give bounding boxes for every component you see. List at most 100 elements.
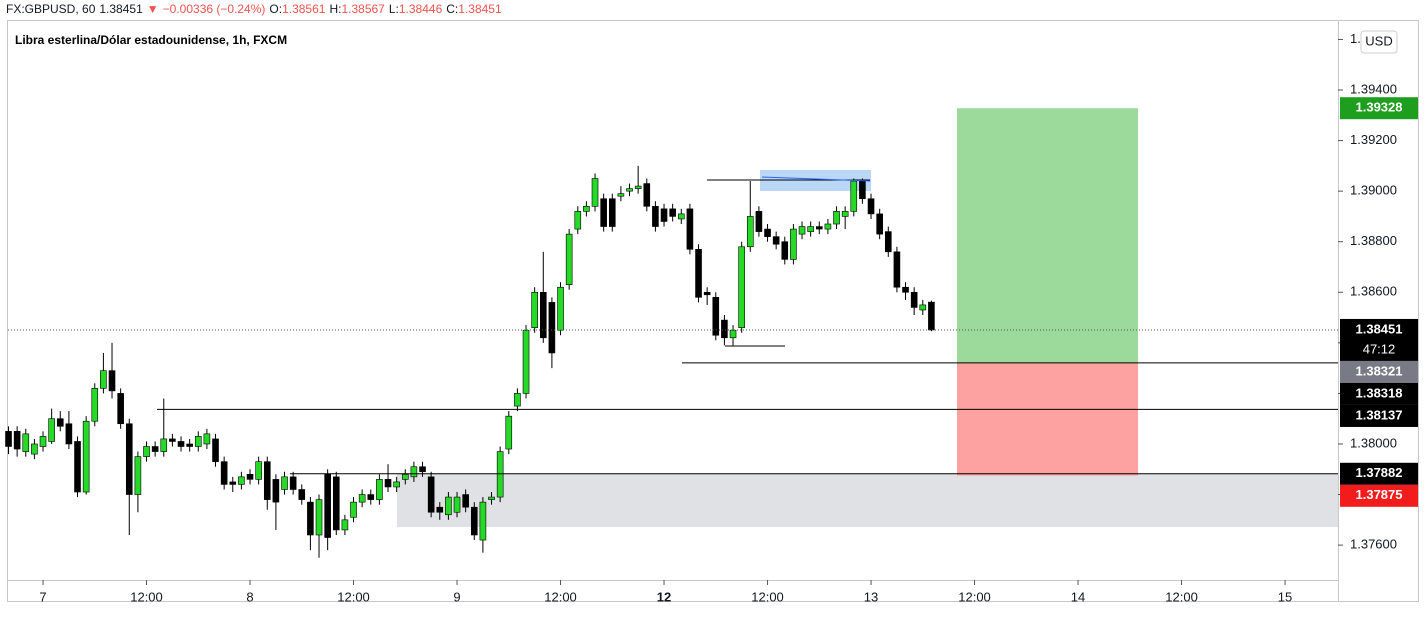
candle-body [169,438,176,442]
candle-body [91,388,99,422]
x-tick-label: 12:00 [337,589,370,604]
candle-body [703,291,711,296]
candle-body [341,519,349,531]
price-label-bg [1340,484,1418,507]
candle-body [755,211,763,232]
candle-body [393,481,400,488]
candles [5,165,935,558]
candle-body [151,446,159,452]
candle-body [194,436,202,447]
candle-body [82,420,90,493]
candle-body [652,206,659,227]
candle-body [841,211,849,217]
candle-body [220,461,228,485]
candle-body [531,291,538,328]
frame [7,20,1419,602]
chart-title: Libra esterlina/Dólar estadounidense, 1h… [15,33,287,47]
candle-body [125,423,133,495]
price-label: 1.39328 [1356,100,1403,115]
candle-body [764,228,771,237]
candle-body [31,443,38,455]
candle-body [263,461,271,500]
candle-body [600,198,607,227]
candle-body [660,208,668,222]
candle-body [470,506,478,536]
candle-body [255,461,262,480]
y-tick-label: 1.37600 [1350,537,1397,552]
price-label: 1.38321 [1356,363,1403,378]
candle-body [859,180,866,200]
candle-body [608,198,616,227]
candle-body [5,431,12,447]
price-label: 1.38318 [1356,385,1403,400]
x-tick-label: 12:00 [751,589,784,604]
header-text: ▼ [146,2,159,16]
price-label: 1.38451 [1356,321,1403,336]
candle-body [746,216,754,248]
candle-body [781,241,789,260]
header-text: 1.38446 [398,2,443,16]
candle-body [160,438,168,452]
candle-body [884,231,892,253]
candle-body [324,474,331,538]
candle-body [479,501,487,541]
candle-body [591,178,599,207]
candle-body [712,297,720,336]
candle-body [626,188,633,192]
candle-body [246,474,254,480]
header-text: O: [269,2,283,16]
candle-body [686,208,694,250]
currency-button[interactable] [1360,30,1398,54]
candle-body [410,466,418,478]
candle-body [695,248,702,298]
header-text: −0.00336 (−0.24%) [162,2,266,16]
candle-body [272,479,280,503]
candle-body [738,246,745,328]
price-label: 1.37875 [1356,487,1403,502]
candle-body [798,226,806,235]
candle-body [462,494,469,508]
price-label-bg [1340,318,1418,361]
header-text: 1.38561 [282,2,326,16]
candle-body [643,183,651,207]
candle-body [876,213,883,235]
candle-body [108,370,116,392]
candle-body [74,441,81,493]
candle-body [143,446,150,457]
chart: Libra esterlina/Dólar estadounidense, 1h… [5,20,1419,604]
candle-body [445,496,452,516]
drawings-front [8,176,1338,475]
x-tick-label: 13 [864,589,878,604]
candle-body [48,418,55,442]
candle-body [910,291,918,308]
candle-body [117,393,124,425]
price-label-bg [1340,382,1418,405]
candle-body [186,443,193,447]
candle-body [557,286,564,331]
candle-body [177,441,185,447]
axes: 1.376001.378001.380001.382001.384001.386… [39,30,1418,604]
candle-body [332,476,340,531]
candle-body [867,198,875,215]
candle-body [238,476,245,485]
candle-body [367,494,375,500]
candle-body [677,213,685,220]
candle-body [419,466,426,473]
candle-body [401,474,409,480]
candle-body [22,433,30,452]
candle-body [384,479,392,488]
candle-body [350,501,357,518]
candle-body [376,479,383,500]
x-tick-label: 12:00 [544,589,577,604]
candle-body [928,301,935,331]
x-tick-label: 12 [657,589,671,604]
header-text: L: [388,2,399,16]
candle-body [669,208,676,217]
y-tick-label: 1.38600 [1350,284,1397,299]
candle-body [902,286,909,293]
price-label-bg [1340,360,1418,383]
candle-body [65,423,73,445]
price-label-bg [1340,462,1418,485]
candle-body [298,489,306,500]
